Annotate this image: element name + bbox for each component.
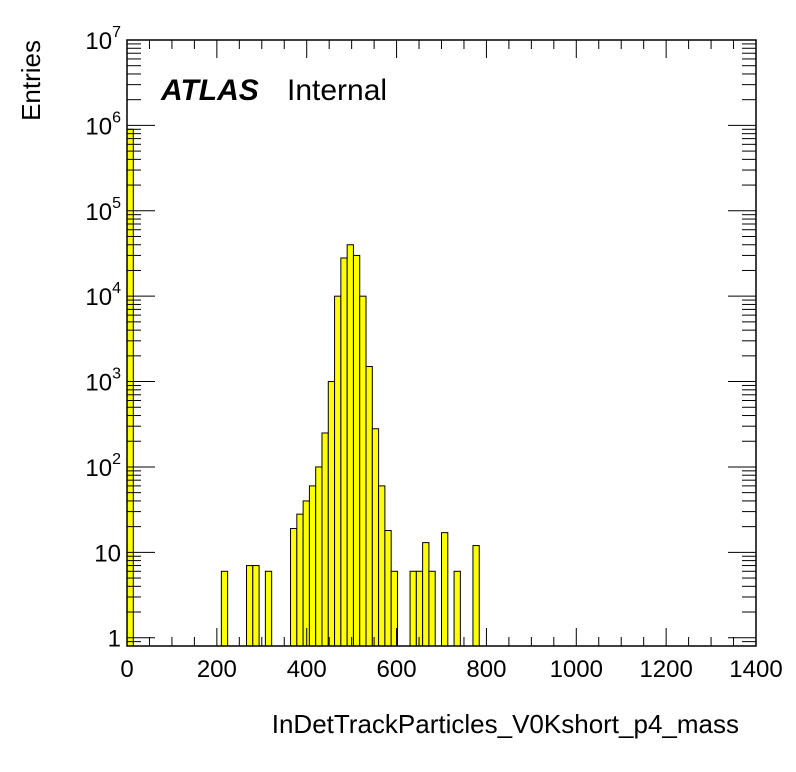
y-tick-label: 10 [94, 540, 121, 567]
internal-label: Internal [287, 74, 387, 107]
histogram-bar [321, 432, 329, 647]
x-tick-label: 400 [287, 656, 327, 683]
histogram-bar [359, 295, 367, 647]
histogram-bar [352, 254, 361, 647]
histogram-bar [415, 570, 424, 647]
histogram-bar [308, 485, 317, 647]
y-tick-labels: 1 10 102 103 104 105 106 107 [85, 24, 121, 653]
histogram-bar [302, 500, 310, 647]
histogram-bar [246, 565, 254, 647]
histogram-bar [428, 570, 436, 647]
y-tick-label: 103 [85, 366, 121, 397]
y-tick-label: 107 [85, 24, 121, 55]
x-axis-title: InDetTrackParticles_V0Kshort_p4_mass [272, 709, 739, 739]
y-tick-label: 104 [85, 280, 121, 311]
histogram-bar [340, 257, 348, 647]
x-tick-labels: 0 200 400 600 800 1000 1200 1400 [120, 656, 782, 683]
atlas-label: ATLAS [160, 74, 259, 107]
x-tick-label: 1200 [639, 656, 692, 683]
histogram-bar [220, 570, 229, 647]
histogram-bar [409, 570, 417, 647]
y-tick-label: 105 [85, 195, 121, 226]
histogram-bar [378, 485, 386, 647]
histogram-bar [290, 528, 298, 647]
x-tick-label: 1400 [729, 656, 782, 683]
histogram-bar [126, 128, 134, 647]
x-tick-label: 1000 [550, 656, 603, 683]
histogram-bar [334, 295, 342, 647]
x-tick-label: 0 [120, 656, 133, 683]
histogram-bar [371, 428, 380, 647]
axis-ticks [126, 39, 757, 647]
histogram-bar [441, 532, 449, 647]
x-tick-label: 600 [377, 656, 417, 683]
y-tick-label: 1 [108, 626, 121, 653]
x-tick-label: 800 [466, 656, 506, 683]
histogram-bar [384, 530, 392, 647]
y-axis-title: Entries [16, 40, 46, 121]
histogram-bars [126, 128, 480, 647]
histogram-bar [327, 381, 336, 647]
histogram-bar [264, 570, 273, 647]
y-tick-label: 106 [85, 109, 121, 140]
histogram-bar [296, 513, 304, 647]
histogram-bar [422, 542, 430, 647]
histogram-bar [472, 545, 480, 647]
x-tick-label: 200 [197, 656, 237, 683]
histogram-bar [365, 366, 373, 647]
y-tick-label: 102 [85, 451, 121, 482]
histogram-bar [453, 570, 461, 647]
histogram-bar [346, 244, 354, 647]
histogram-bar [315, 466, 323, 647]
histogram-bar [252, 565, 260, 647]
